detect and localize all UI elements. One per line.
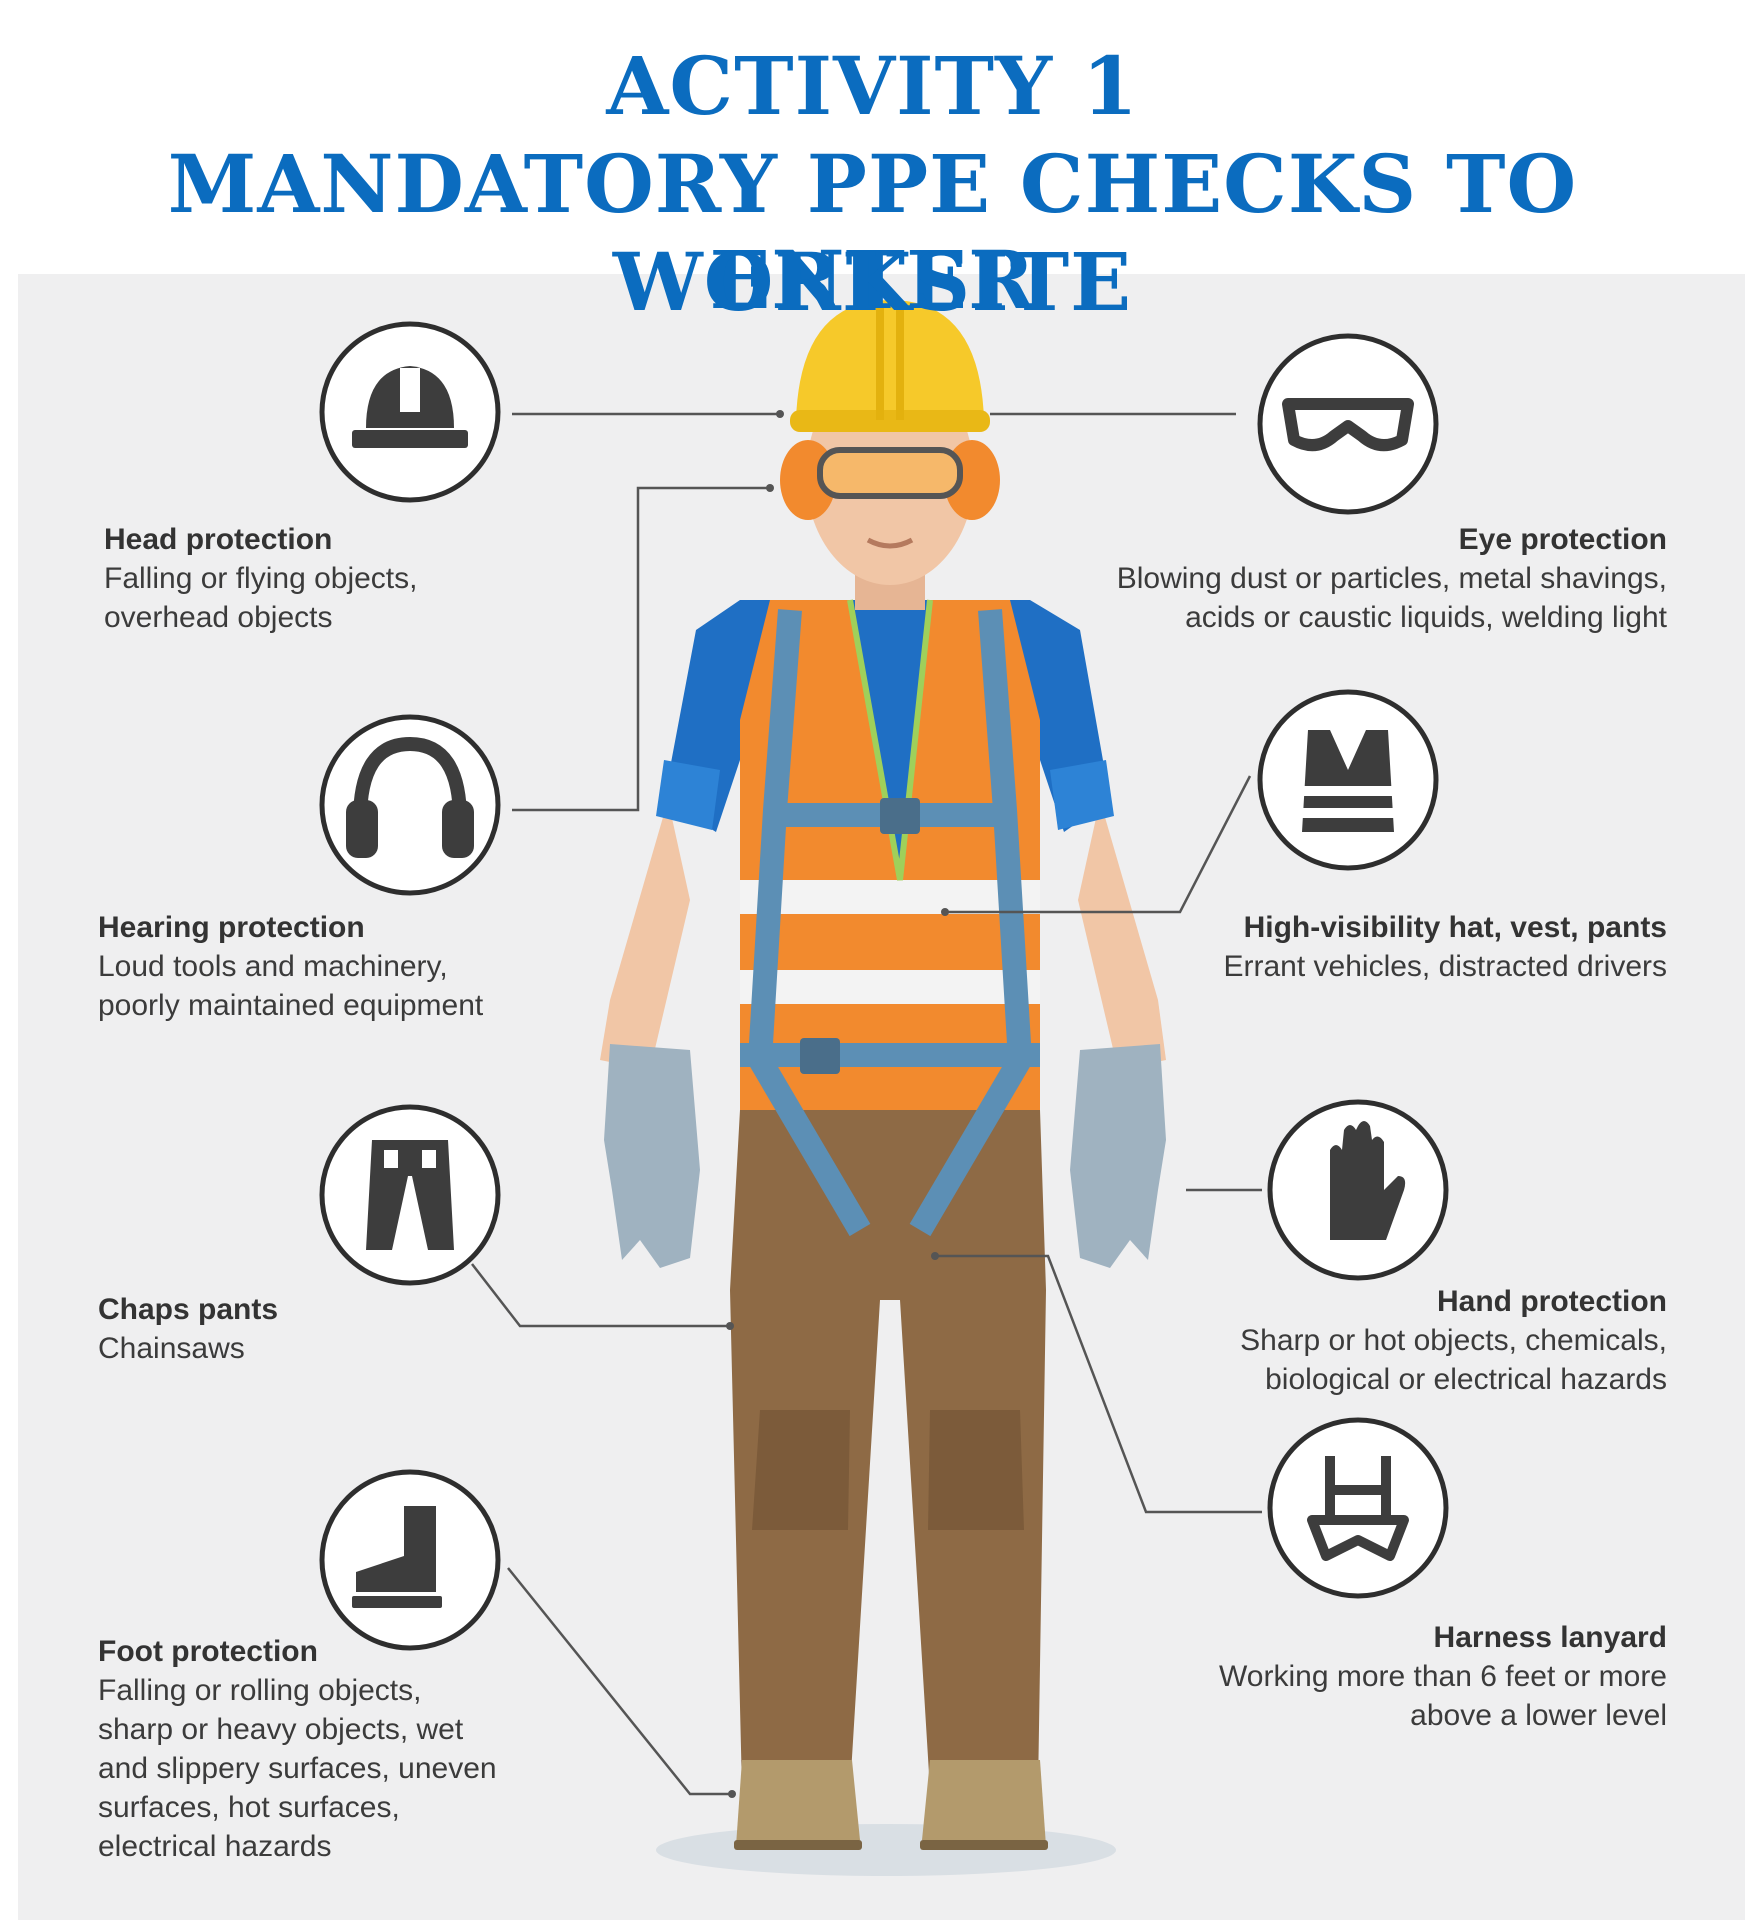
hi-vis-heading: High-visibility hat, vest, pants bbox=[1243, 911, 1667, 944]
eye-protection-description: Blowing dust or particles, metal shaving… bbox=[1116, 562, 1667, 634]
hi-vis-item: High-visibility hat, vest, pants Errant … bbox=[1224, 908, 1668, 986]
chaps-pants-icon bbox=[366, 1140, 454, 1250]
harness-lanyard-description: Working more than 6 feet or more above a… bbox=[1219, 1660, 1667, 1732]
knee-pad-right bbox=[928, 1410, 1024, 1530]
worker-figure bbox=[600, 300, 1166, 1850]
hard-hat-icon bbox=[352, 366, 468, 448]
vest-stripe-2 bbox=[740, 970, 1040, 1004]
foot-protection-item: Foot protection Falling or rolling objec… bbox=[98, 1632, 497, 1866]
pants bbox=[730, 1110, 1046, 1790]
hearing-protection-item: Hearing protection Loud tools and machin… bbox=[98, 908, 483, 1025]
foot-protection-heading: Foot protection bbox=[98, 1635, 318, 1668]
head-protection-item: Head protection Falling or flying object… bbox=[104, 520, 417, 637]
hand-protection-description: Sharp or hot objects, chemicals, biologi… bbox=[1240, 1324, 1667, 1396]
foot-protection-description: Falling or rolling objects, sharp or hea… bbox=[98, 1674, 497, 1863]
boot-left bbox=[736, 1760, 860, 1846]
hearing-protection-heading: Hearing protection bbox=[98, 911, 365, 944]
knee-pad-left bbox=[752, 1410, 850, 1530]
harness-lanyard-item: Harness lanyard Working more than 6 feet… bbox=[1219, 1618, 1667, 1735]
vest-stripe-1 bbox=[740, 880, 1040, 914]
activity-title: ACTIVITY 1 bbox=[606, 39, 1139, 133]
connector-lines bbox=[471, 412, 1262, 1796]
hearing-protection-description: Loud tools and machinery, poorly maintai… bbox=[98, 950, 484, 1022]
head-protection-description: Falling or flying objects, overhead obje… bbox=[104, 562, 418, 634]
chaps-pants-description: Chainsaws bbox=[98, 1332, 245, 1365]
boot-icon bbox=[352, 1506, 442, 1608]
chaps-icon-circle bbox=[319, 1104, 501, 1286]
harness-icon-circle bbox=[1267, 1417, 1449, 1599]
ground-shadow bbox=[656, 1824, 1116, 1876]
chaps-pants-heading: Chaps pants bbox=[98, 1293, 279, 1326]
chaps-pants-item: Chaps pants Chainsaws bbox=[98, 1290, 278, 1368]
harness-icon bbox=[1307, 1456, 1409, 1561]
harness-lanyard-heading: Harness lanyard bbox=[1433, 1621, 1667, 1654]
head-protection-heading: Head protection bbox=[104, 523, 333, 556]
hi-vis-vest-icon bbox=[1302, 730, 1394, 832]
hard-hat bbox=[796, 300, 984, 420]
hand-protection-item: Hand protection Sharp or hot objects, ch… bbox=[1240, 1282, 1667, 1399]
eye-protection-heading: Eye protection bbox=[1458, 523, 1667, 556]
goggles bbox=[817, 447, 963, 499]
earmuffs-icon bbox=[346, 736, 474, 858]
page-title: MANDATORY PPE CHECKS TO ENTER bbox=[167, 137, 1578, 327]
page-title-cont: WORKSITE bbox=[612, 235, 1133, 329]
glove-left bbox=[604, 1044, 700, 1268]
glove-icon bbox=[1330, 1121, 1406, 1240]
arm-left bbox=[600, 800, 690, 1070]
hi-vis-description: Errant vehicles, distracted drivers bbox=[1223, 950, 1668, 983]
hand-protection-heading: Hand protection bbox=[1437, 1285, 1667, 1318]
glove-right bbox=[1070, 1044, 1166, 1268]
safety-goggles-icon bbox=[1282, 398, 1414, 452]
arm-right bbox=[1078, 800, 1166, 1070]
boot-right bbox=[922, 1760, 1046, 1846]
eye-protection-item: Eye protection Blowing dust or particles… bbox=[1117, 520, 1667, 637]
